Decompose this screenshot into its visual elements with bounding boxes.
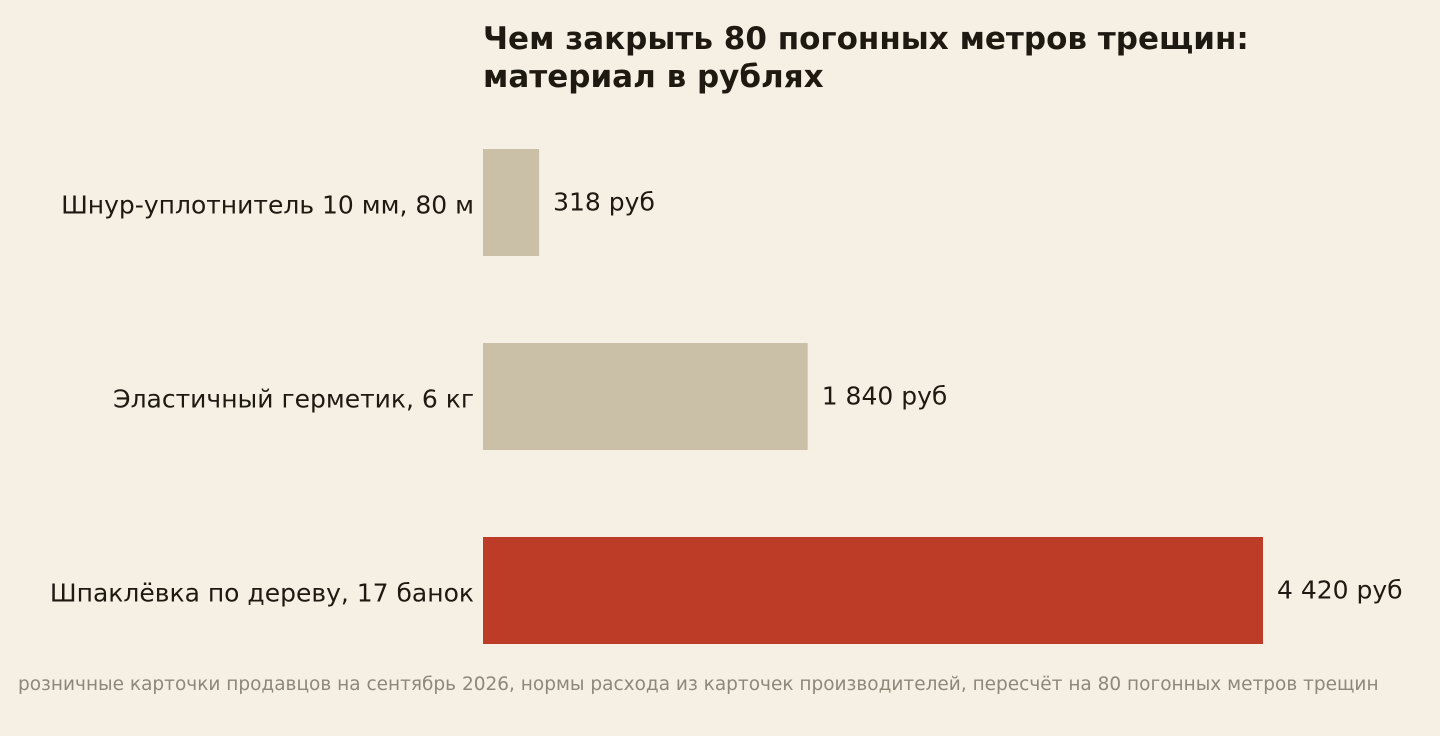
chart-title-line-1: Чем закрыть 80 погонных метров трещин: xyxy=(483,21,1249,57)
bar-2 xyxy=(483,343,808,450)
value-label-3: 4 420 руб xyxy=(1277,576,1403,605)
category-label-2: Эластичный герметик, 6 кг xyxy=(113,385,474,414)
source-note: розничные карточки продавцов на сентябрь… xyxy=(18,674,1379,695)
value-label-1: 318 руб xyxy=(553,188,655,217)
bar-1 xyxy=(483,149,540,256)
chart-title-line-2: материал в рублях xyxy=(483,59,824,95)
bar-3 xyxy=(483,537,1263,644)
category-label-3: Шпаклёвка по дереву, 17 банок xyxy=(50,579,474,608)
chart-title: Чем закрыть 80 погонных метров трещин: м… xyxy=(483,20,1423,96)
category-label-1: Шнур-уплотнитель 10 мм, 80 м xyxy=(61,191,474,220)
value-label-2: 1 840 руб xyxy=(822,382,948,411)
